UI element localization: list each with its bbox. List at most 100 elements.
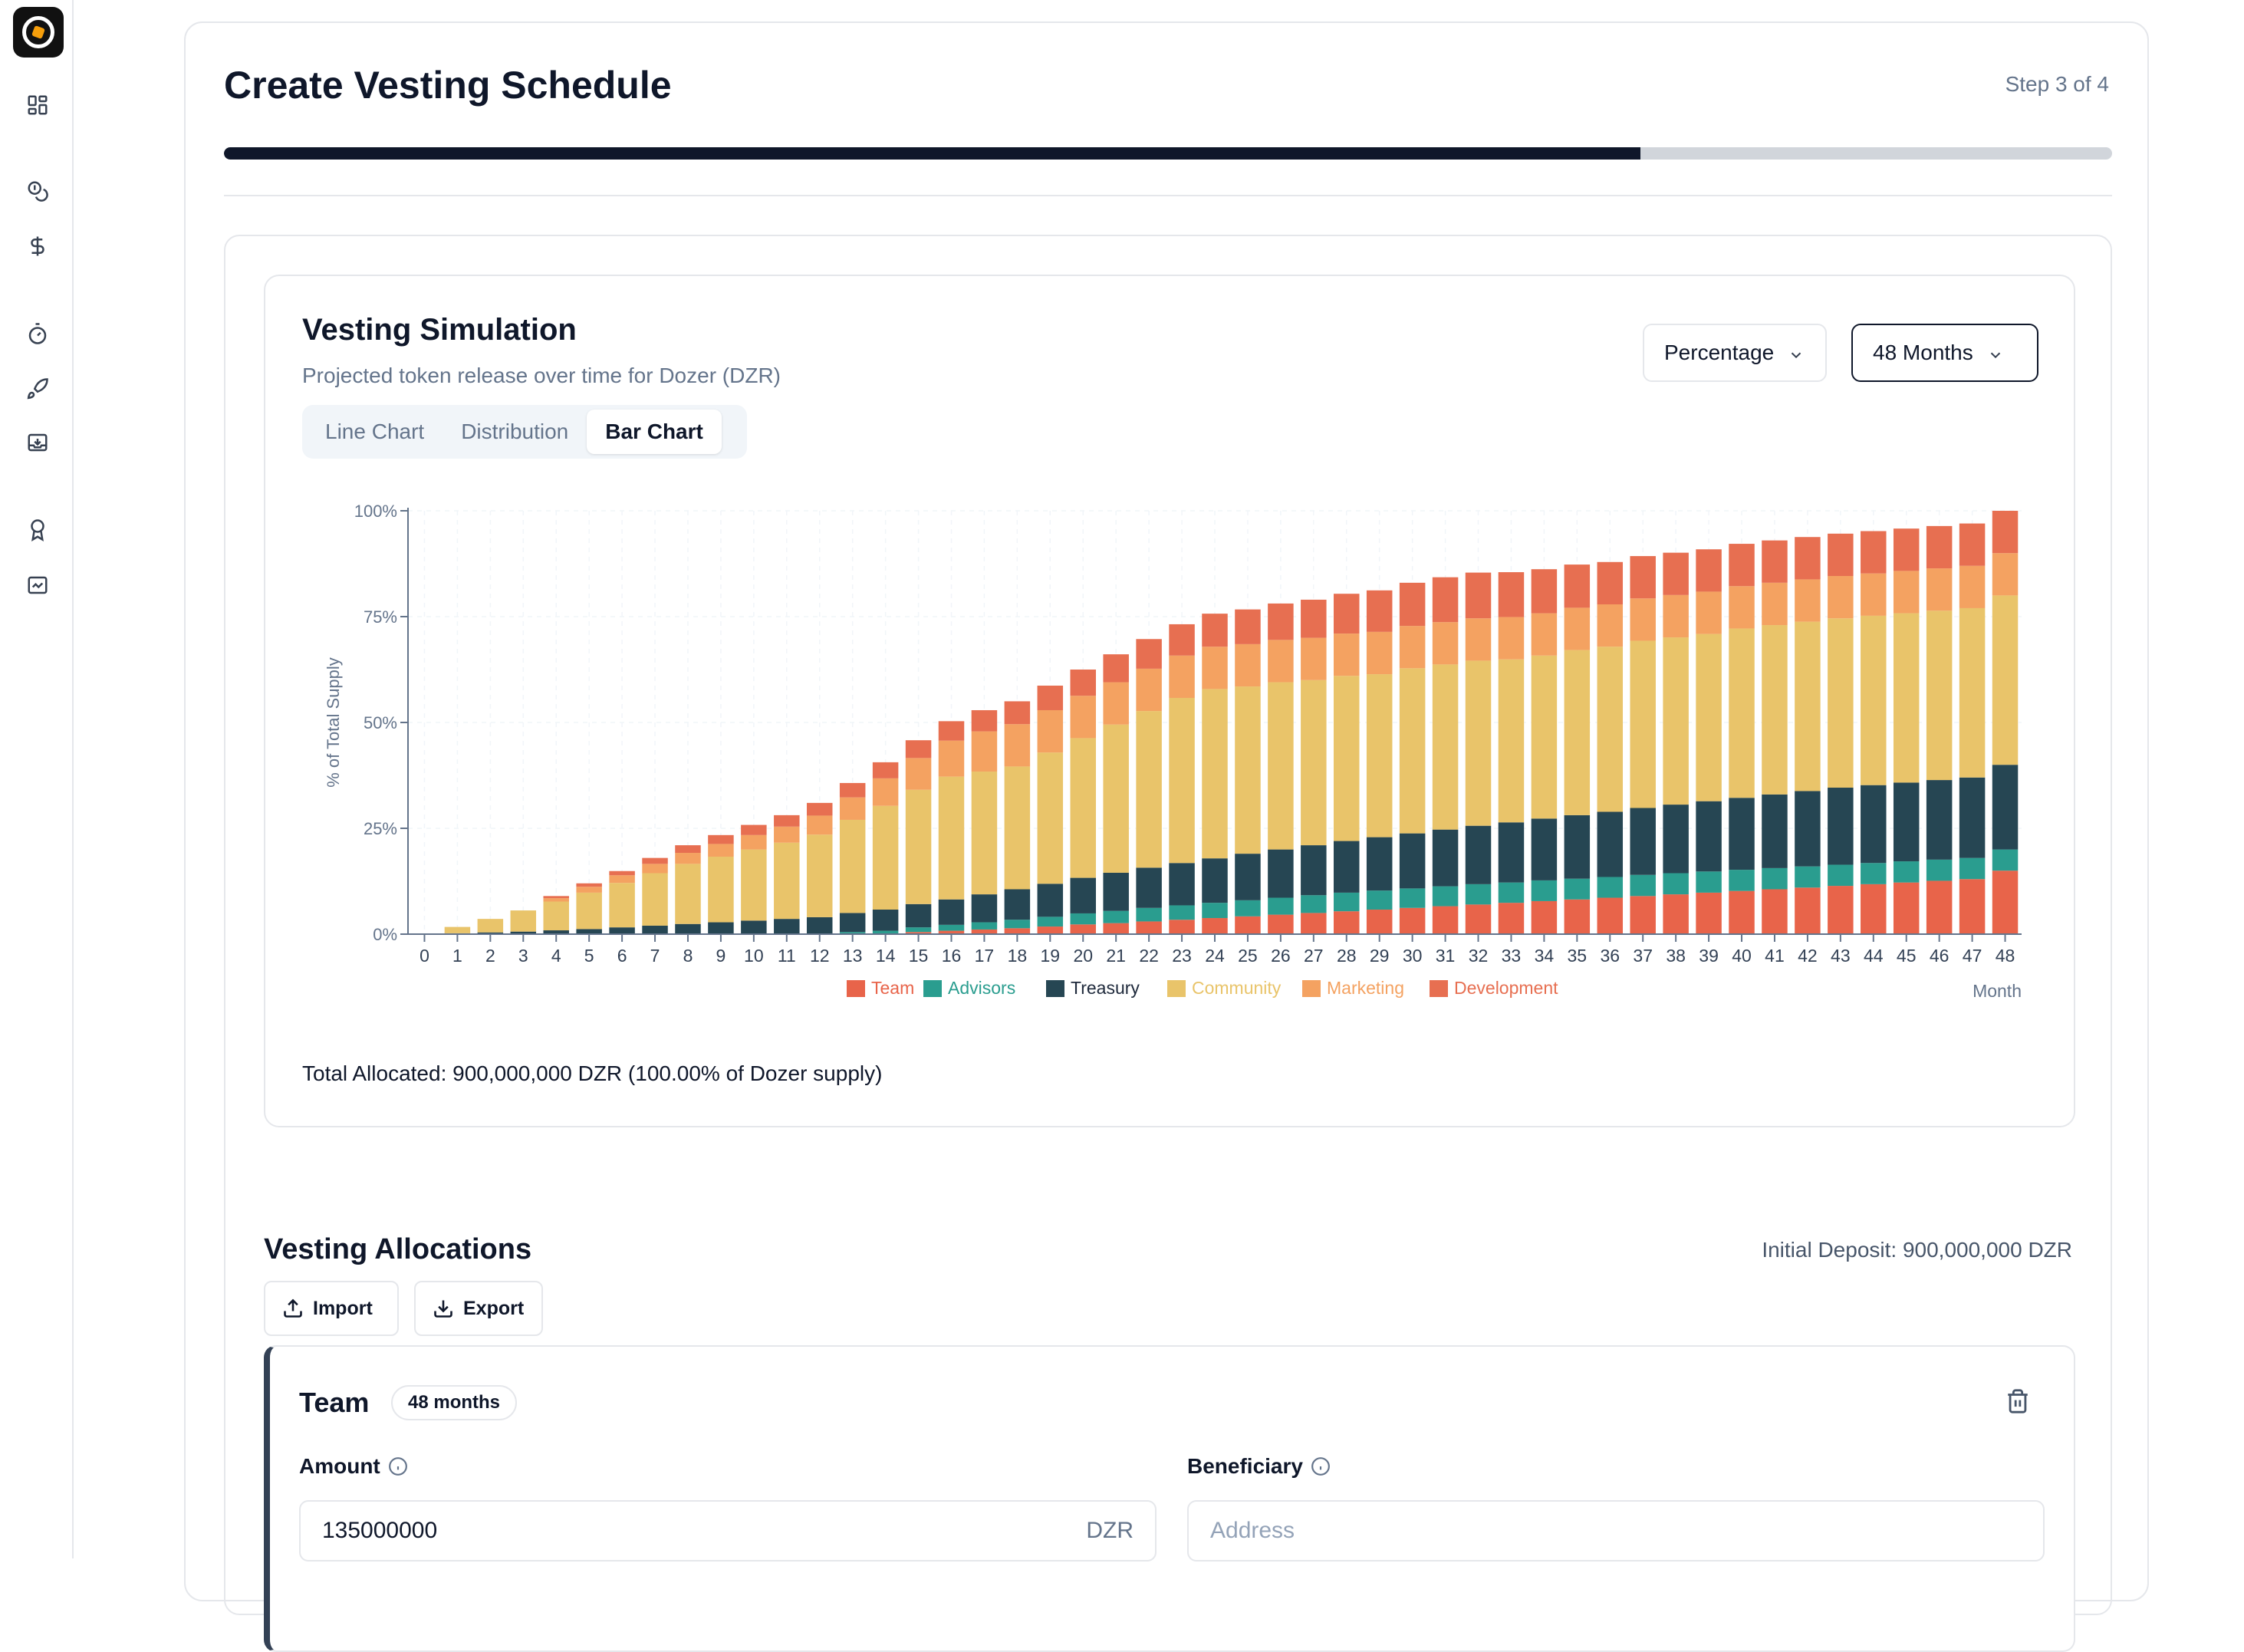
bar-segment-community	[1301, 680, 1327, 846]
x-tick-label: 30	[1403, 946, 1423, 966]
bar-segment-marketing	[1992, 553, 2019, 596]
tab-line-chart[interactable]: Line Chart	[325, 420, 425, 443]
bar-segment-team	[1531, 900, 1558, 934]
bar-segment-treasury	[1465, 825, 1492, 884]
bar-segment-marketing	[1169, 655, 1195, 698]
tab-distribution[interactable]: Distribution	[461, 420, 569, 443]
bar-segment-marketing	[872, 778, 899, 806]
legend-swatch-advisors	[923, 980, 942, 997]
bar-segment-marketing	[1795, 579, 1821, 622]
bar-segment-marketing	[1465, 618, 1492, 661]
bar-segment-team	[1103, 923, 1129, 934]
bar-segment-community	[1959, 607, 1986, 778]
bar-segment-development	[1366, 590, 1393, 632]
bar-segment-team	[1202, 918, 1228, 934]
inbox-download-icon[interactable]	[25, 429, 51, 456]
bar-segment-team	[1136, 921, 1162, 934]
bar-segment-team	[1597, 897, 1624, 934]
beneficiary-input[interactable]: Address	[1187, 1500, 2045, 1562]
bar-segment-advisors	[1202, 903, 1228, 919]
export-button[interactable]: Export	[414, 1281, 543, 1336]
bar-segment-advisors	[839, 932, 866, 934]
bar-segment-development	[1828, 533, 1854, 577]
y-tick-label: 100%	[354, 502, 397, 521]
y-tick-label: 0%	[373, 925, 397, 944]
x-tick-label: 3	[518, 946, 528, 966]
rocket-icon[interactable]	[25, 376, 51, 402]
bar-segment-marketing	[1696, 591, 1722, 634]
bar-segment-advisors	[1861, 863, 1887, 884]
bar-segment-treasury	[477, 932, 504, 934]
allocation-name: Team	[299, 1387, 370, 1418]
bar-segment-community	[510, 910, 537, 932]
bar-segment-team	[1004, 928, 1031, 934]
beneficiary-label-text: Beneficiary	[1187, 1454, 1303, 1478]
legend-swatch-team	[847, 980, 865, 997]
x-tick-label: 31	[1436, 946, 1456, 966]
timer-icon[interactable]	[25, 321, 51, 347]
amount-input[interactable]: 135000000 DZR	[299, 1500, 1157, 1562]
bar-segment-marketing	[1235, 643, 1261, 687]
x-tick-label: 34	[1535, 946, 1555, 966]
bar-segment-development	[1498, 572, 1525, 617]
bar-segment-marketing	[1597, 604, 1624, 647]
bar-segment-team	[1729, 890, 1755, 934]
bar-segment-team	[971, 929, 998, 934]
bar-segment-development	[1926, 525, 1953, 569]
dollar-icon[interactable]	[25, 233, 51, 259]
bar-segment-marketing	[1366, 631, 1393, 675]
bar-segment-team	[1696, 892, 1722, 934]
x-tick-label: 10	[744, 946, 764, 966]
award-icon[interactable]	[25, 517, 51, 543]
bar-segment-treasury	[609, 927, 635, 934]
bar-segment-development	[1037, 685, 1064, 710]
x-tick-label: 41	[1765, 946, 1785, 966]
bar-segment-development	[774, 814, 800, 827]
x-tick-label: 26	[1271, 946, 1291, 966]
bar-segment-marketing	[741, 834, 767, 850]
dashboard-icon[interactable]	[25, 92, 51, 118]
upload-icon	[284, 1298, 302, 1318]
trash-icon[interactable]	[2005, 1388, 2031, 1414]
bar-segment-community	[741, 849, 767, 921]
bar-segment-treasury	[1268, 849, 1294, 898]
x-tick-label: 39	[1699, 946, 1719, 966]
bar-segment-community	[1103, 724, 1129, 873]
bar-segment-treasury	[741, 920, 767, 934]
bar-segment-development	[1465, 572, 1492, 619]
tab-bar-chart[interactable]: Bar Chart	[587, 410, 722, 454]
bar-segment-team	[1861, 884, 1887, 934]
y-tick-label: 50%	[364, 713, 397, 732]
allocation-card-team: Team 48 months Amount Beneficiary 135000…	[264, 1345, 2075, 1652]
info-icon[interactable]	[1311, 1456, 1331, 1476]
step-indicator: Step 3 of 4	[2005, 72, 2109, 96]
bar-segment-community	[1366, 674, 1393, 838]
x-tick-label: 46	[1930, 946, 1950, 966]
bar-segment-advisors	[971, 922, 998, 930]
metric-select[interactable]: Percentage	[1643, 324, 1827, 382]
bar-segment-community	[1202, 689, 1228, 859]
app-logo[interactable]	[13, 7, 64, 58]
bar-segment-marketing	[839, 797, 866, 820]
import-button[interactable]: Import	[264, 1281, 399, 1336]
x-tick-label: 38	[1666, 946, 1686, 966]
bar-segment-treasury	[1795, 791, 1821, 867]
bar-segment-community	[1762, 625, 1788, 795]
bar-segment-community	[971, 772, 998, 895]
bar-segment-development	[839, 782, 866, 798]
x-tick-label: 32	[1469, 946, 1489, 966]
info-icon[interactable]	[388, 1456, 408, 1476]
duration-badge: 48 months	[391, 1385, 518, 1420]
coins-icon[interactable]	[25, 178, 51, 204]
bar-segment-community	[675, 864, 701, 924]
x-tick-label: 19	[1041, 946, 1061, 966]
amount-label-text: Amount	[299, 1454, 380, 1478]
range-select[interactable]: 48 Months	[1851, 324, 2038, 382]
chart-box-icon[interactable]	[25, 572, 51, 598]
bar-segment-community	[839, 819, 866, 913]
bar-segment-treasury	[938, 899, 965, 925]
legend-swatch-community	[1167, 980, 1186, 997]
bar-segment-treasury	[1729, 798, 1755, 870]
bar-segment-advisors	[1334, 892, 1360, 912]
bar-segment-development	[1202, 614, 1228, 647]
